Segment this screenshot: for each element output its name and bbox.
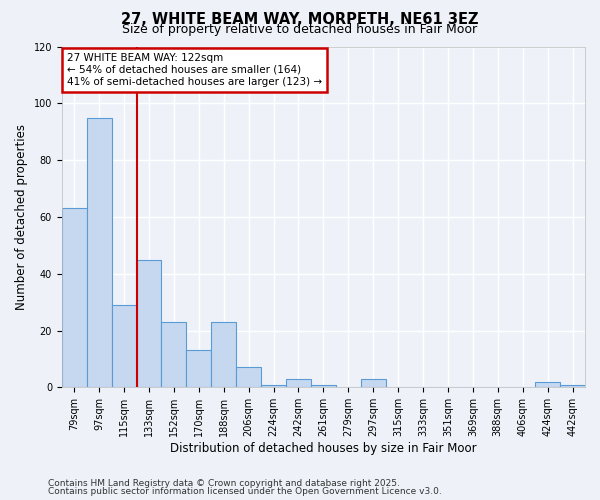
Bar (211, 322, 236, 388)
Bar (86, 118, 112, 388)
X-axis label: Distribution of detached houses by size in Fair Moor: Distribution of detached houses by size … (170, 442, 477, 455)
Bar (62, 208, 86, 388)
Text: 27, WHITE BEAM WAY, MORPETH, NE61 3EZ: 27, WHITE BEAM WAY, MORPETH, NE61 3EZ (121, 12, 479, 26)
Text: Contains public sector information licensed under the Open Government Licence v3: Contains public sector information licen… (48, 487, 442, 496)
Y-axis label: Number of detached properties: Number of detached properties (15, 124, 28, 310)
Bar (261, 384, 286, 388)
Bar (137, 260, 161, 388)
Bar (112, 305, 137, 388)
Bar (361, 379, 386, 388)
Text: 27 WHITE BEAM WAY: 122sqm
← 54% of detached houses are smaller (164)
41% of semi: 27 WHITE BEAM WAY: 122sqm ← 54% of detac… (67, 54, 322, 86)
Bar (560, 384, 585, 388)
Bar (311, 384, 336, 388)
Bar (286, 379, 311, 388)
Bar (161, 322, 187, 388)
Bar (236, 368, 261, 388)
Bar (535, 382, 560, 388)
Text: Contains HM Land Registry data © Crown copyright and database right 2025.: Contains HM Land Registry data © Crown c… (48, 478, 400, 488)
Text: Size of property relative to detached houses in Fair Moor: Size of property relative to detached ho… (122, 24, 478, 36)
Bar (187, 350, 211, 388)
